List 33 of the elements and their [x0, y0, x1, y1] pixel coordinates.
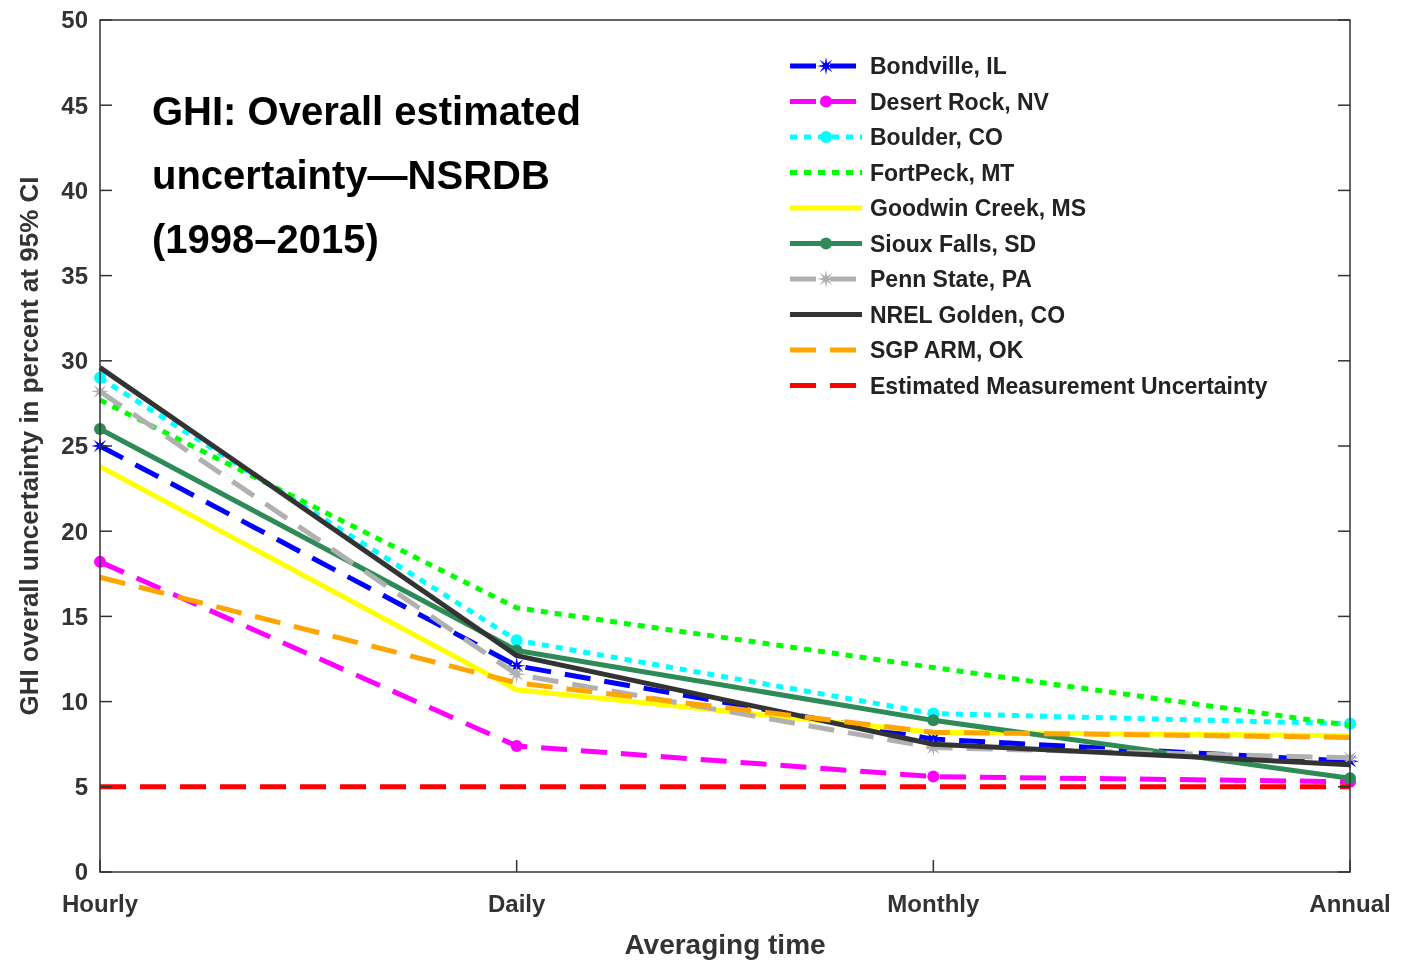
legend-label: SGP ARM, OK	[870, 337, 1024, 364]
y-tick-label: 0	[74, 858, 88, 886]
x-axis-title: Averaging time	[624, 929, 826, 960]
y-tick-label: 45	[61, 91, 88, 119]
text: GHI: Overall estimated uncertainty—NSRDB (1998–2015)	[152, 89, 582, 261]
point	[927, 770, 940, 783]
y-tick-label: 10	[61, 688, 88, 715]
y-tick-label: 5	[74, 773, 88, 801]
y-tick-label: 40	[61, 176, 88, 204]
legend-label: Goodwin Creek, MS	[870, 195, 1086, 222]
point	[510, 739, 523, 752]
x-tick-label: Annual	[1309, 890, 1391, 917]
y-tick-label: 20	[61, 517, 88, 545]
y-tick-label: 25	[61, 432, 88, 460]
legend-label: Estimated Measurement Uncertainty	[870, 372, 1268, 399]
point	[927, 714, 940, 727]
y-tick-label: 30	[61, 347, 88, 375]
legend-label: Bondville, IL	[870, 53, 1007, 80]
x-tick-label: Daily	[487, 890, 546, 917]
legend-label: Sioux Falls, SD	[870, 230, 1037, 257]
legend-label: FortPeck, MT	[870, 159, 1015, 186]
y-tick-label: 50	[61, 6, 88, 34]
point	[510, 634, 523, 647]
y-axis-title: GHI overall uncertainty in percent at 95% CI	[14, 176, 44, 716]
legend-label: Penn State, PA	[870, 266, 1032, 293]
legend-label: NREL Golden, CO	[870, 301, 1066, 328]
x-tick-label: Monthly	[887, 890, 980, 917]
y-tick-label: 15	[61, 602, 88, 630]
point	[507, 665, 526, 684]
x-tick-label: Hourly	[61, 890, 139, 917]
legend-label: Desert Rock, NV	[870, 88, 1050, 115]
legend-label: Boulder, CO	[870, 124, 1003, 151]
y-tick-label: 35	[61, 262, 88, 289]
